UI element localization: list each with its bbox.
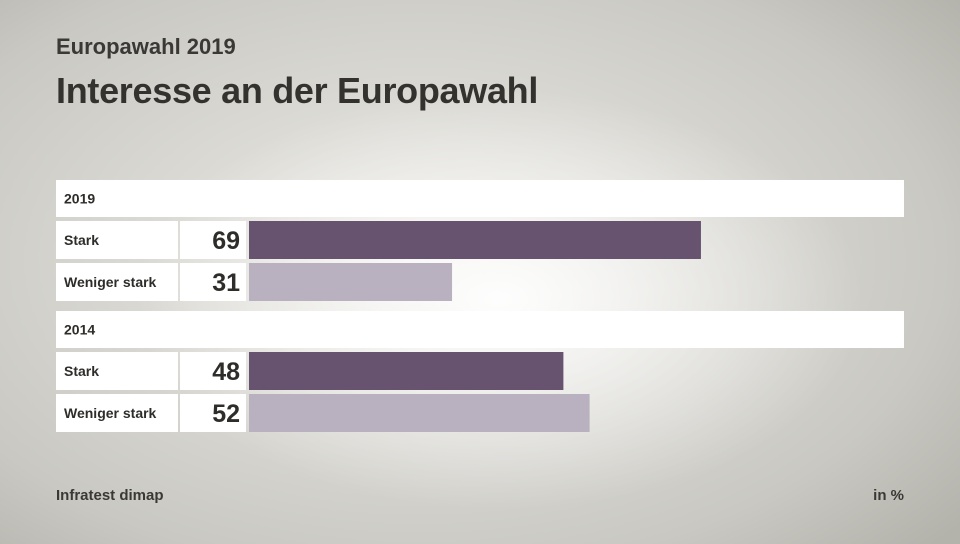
group-header-2014	[56, 311, 904, 348]
row-value-cell	[180, 394, 246, 432]
bar-2019-0	[249, 221, 701, 259]
chart-subtitle: Europawahl 2019	[56, 34, 236, 59]
row-label-cell	[56, 352, 178, 390]
data-label: 52	[212, 400, 240, 428]
group-label: 2019	[64, 191, 95, 207]
row-value-cell	[180, 263, 246, 301]
group-label: 2014	[64, 322, 95, 338]
row-label: Weniger stark	[64, 274, 157, 290]
row-label: Stark	[64, 363, 99, 379]
row-label-cell	[56, 263, 178, 301]
data-label: 31	[212, 269, 240, 297]
row-label-cell	[56, 221, 178, 259]
chart-title: Interesse an der Europawahl	[56, 70, 539, 111]
row-label: Weniger stark	[64, 405, 157, 421]
row-value-cell	[180, 221, 246, 259]
row-label: Stark	[64, 232, 99, 248]
bar-2014-0	[249, 352, 564, 390]
bar-2014-1	[249, 394, 590, 432]
bar-2019-1	[249, 263, 453, 301]
row-value-cell	[180, 352, 246, 390]
unit-label: in %	[873, 487, 904, 504]
row-label-cell	[56, 394, 178, 432]
source-label: Infratest dimap	[56, 487, 164, 504]
data-label: 69	[212, 227, 240, 255]
group-header-2019	[56, 180, 904, 217]
data-label: 48	[212, 358, 240, 386]
